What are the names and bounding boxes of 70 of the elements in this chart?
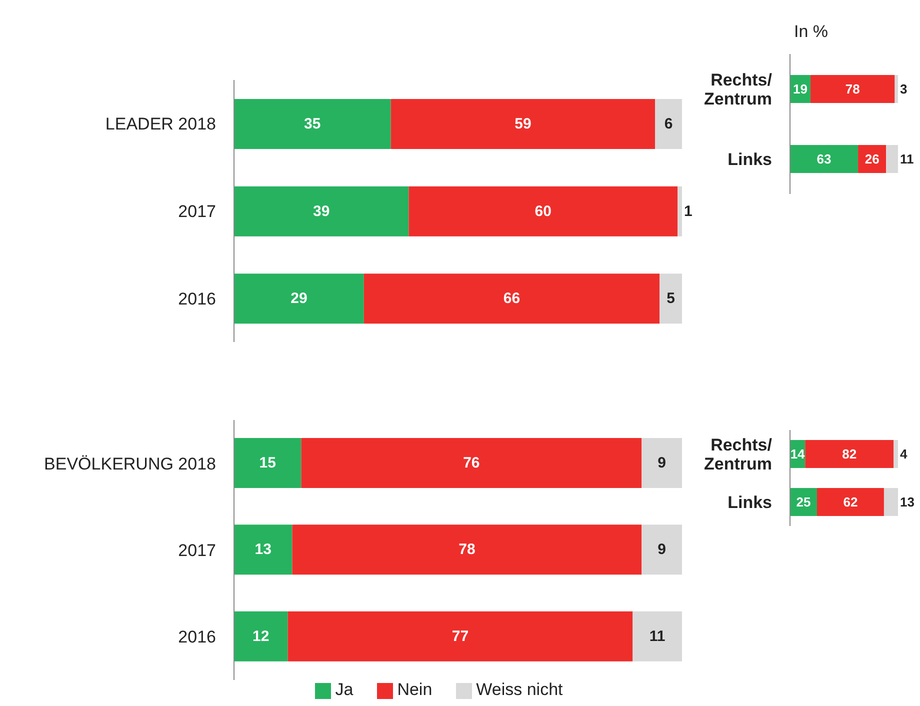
bar — [234, 611, 288, 662]
data-label: 11 — [900, 152, 914, 166]
bar — [642, 524, 682, 575]
bar — [660, 274, 682, 324]
data-label: 9 — [658, 541, 666, 558]
data-label: 6 — [664, 116, 673, 132]
chart-subtitle: In % — [792, 21, 829, 43]
data-label: 1 — [684, 202, 692, 220]
data-label: 60 — [534, 202, 552, 220]
bar — [364, 274, 660, 324]
data-label: 19 — [793, 82, 808, 96]
data-label: 9 — [658, 454, 666, 472]
bar — [234, 274, 364, 324]
legend-label: Weiss nicht — [476, 680, 563, 699]
bar — [234, 186, 409, 236]
bar — [790, 145, 858, 173]
bar — [884, 488, 898, 516]
bar — [642, 438, 682, 488]
bar — [292, 524, 642, 575]
y-tick-label: 2017 — [178, 540, 216, 560]
bar — [234, 524, 292, 575]
y-tick-label: 2017 — [178, 202, 216, 220]
bar — [408, 186, 678, 236]
legend-label: Ja — [335, 680, 354, 699]
bar — [894, 440, 898, 468]
bar — [301, 438, 642, 488]
bar — [810, 75, 895, 103]
bar — [678, 186, 682, 236]
bar — [288, 611, 633, 662]
data-label: 35 — [304, 116, 321, 132]
data-label: 29 — [290, 290, 308, 308]
y-tick-label: 2016 — [178, 627, 216, 646]
data-label: 39 — [313, 202, 330, 220]
y-tick-label: LEADER 2018 — [105, 114, 216, 134]
bar — [894, 75, 898, 103]
data-label: 76 — [463, 454, 480, 472]
y-tick-label: BEVÖLKERUNG 2018 — [44, 454, 216, 473]
data-label: 11 — [649, 628, 666, 645]
data-label: 25 — [796, 494, 811, 510]
y-tick-label: Links — [728, 492, 772, 512]
bar — [234, 99, 391, 149]
data-label: 13 — [900, 494, 914, 510]
data-label: 14 — [790, 446, 806, 462]
data-label: 66 — [503, 290, 520, 308]
data-label: 13 — [254, 541, 272, 558]
bar — [817, 488, 884, 516]
y-tick-label: Rechts/ Zentrum — [704, 435, 772, 473]
data-label: 82 — [842, 446, 857, 462]
data-label: 3 — [900, 82, 908, 96]
bar — [886, 145, 898, 173]
data-label: 12 — [252, 628, 270, 645]
data-label: 63 — [816, 152, 832, 166]
data-label: 78 — [458, 541, 476, 558]
y-tick-label: Rechts/ Zentrum — [704, 70, 772, 108]
data-label: 15 — [259, 454, 276, 472]
bar — [805, 440, 894, 468]
legend-label: Nein — [397, 680, 432, 699]
data-label: 4 — [900, 446, 908, 462]
bar — [390, 99, 656, 149]
data-label: 62 — [843, 494, 858, 510]
y-tick-label: 2016 — [178, 288, 216, 308]
bar — [655, 99, 682, 149]
data-label: 77 — [452, 628, 469, 645]
bar — [632, 611, 682, 662]
data-label: 59 — [514, 116, 532, 132]
data-label: 26 — [864, 152, 880, 166]
data-label: 5 — [666, 290, 675, 308]
y-tick-label: Links — [728, 150, 772, 168]
bar — [234, 438, 302, 488]
data-label: 78 — [845, 82, 860, 96]
